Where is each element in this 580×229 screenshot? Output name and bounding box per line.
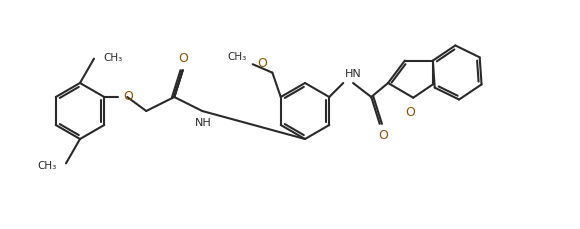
Text: O: O (379, 128, 389, 141)
Text: CH₃: CH₃ (103, 52, 122, 62)
Text: NH: NH (195, 117, 212, 128)
Text: HN: HN (345, 69, 362, 79)
Text: CH₃: CH₃ (38, 161, 57, 171)
Text: O: O (405, 105, 415, 118)
Text: O: O (258, 56, 267, 69)
Text: O: O (179, 52, 188, 65)
Text: CH₃: CH₃ (227, 52, 246, 62)
Text: O: O (123, 90, 133, 103)
